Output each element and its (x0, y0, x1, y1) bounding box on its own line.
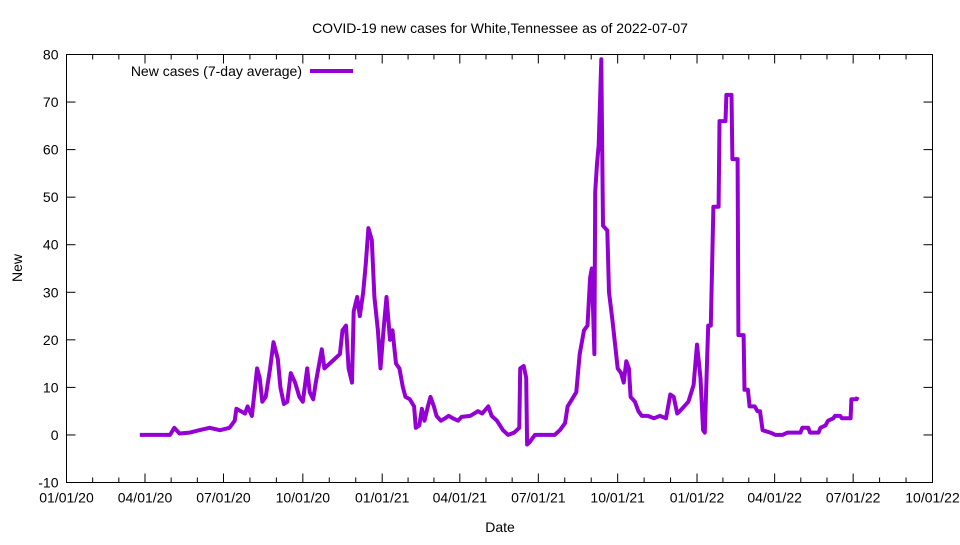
plot-border (66, 54, 933, 483)
x-axis-label: Date (485, 519, 515, 535)
x-tick-label: 04/01/21 (433, 490, 488, 506)
y-tick-label: 50 (43, 189, 59, 205)
x-tick-label: 01/01/21 (355, 490, 410, 506)
series-line-new-cases (139, 57, 860, 447)
y-tick-label: 70 (43, 94, 59, 110)
x-tick-label: 04/01/22 (747, 490, 802, 506)
x-tick-label: 07/01/20 (196, 490, 251, 506)
x-tick-label: 07/01/21 (511, 490, 566, 506)
x-tick-label: 04/01/20 (118, 490, 173, 506)
y-tick-label: 40 (43, 237, 59, 253)
x-axis: 01/01/20 04/01/20 07/01/20 10/01/20 01/01/21… (39, 54, 960, 506)
x-tick-label: 01/01/20 (39, 490, 94, 506)
x-tick-label: 10/01/22 (905, 490, 960, 506)
y-tick-label: 60 (43, 142, 59, 158)
y-tick-label: 30 (43, 284, 59, 300)
y-axis: -10 0 10 20 30 40 50 60 70 80 (38, 47, 933, 491)
x-tick-label: 01/01/22 (670, 490, 725, 506)
y-tick-label: 0 (51, 427, 59, 443)
x-tick-label: 10/01/20 (276, 490, 331, 506)
x-tick-label: 07/01/22 (826, 490, 881, 506)
legend-label: New cases (7-day average) (131, 63, 302, 79)
y-tick-label: 80 (43, 47, 59, 63)
chart-title: COVID-19 new cases for White,Tennessee a… (312, 20, 688, 36)
legend: New cases (7-day average) (131, 63, 353, 79)
y-tick-label: 20 (43, 332, 59, 348)
series-group (139, 57, 860, 447)
y-tick-label: 10 (43, 379, 59, 395)
y-axis-label: New (9, 253, 25, 282)
y-tick-label: -10 (38, 475, 58, 491)
x-tick-label: 10/01/21 (590, 490, 645, 506)
